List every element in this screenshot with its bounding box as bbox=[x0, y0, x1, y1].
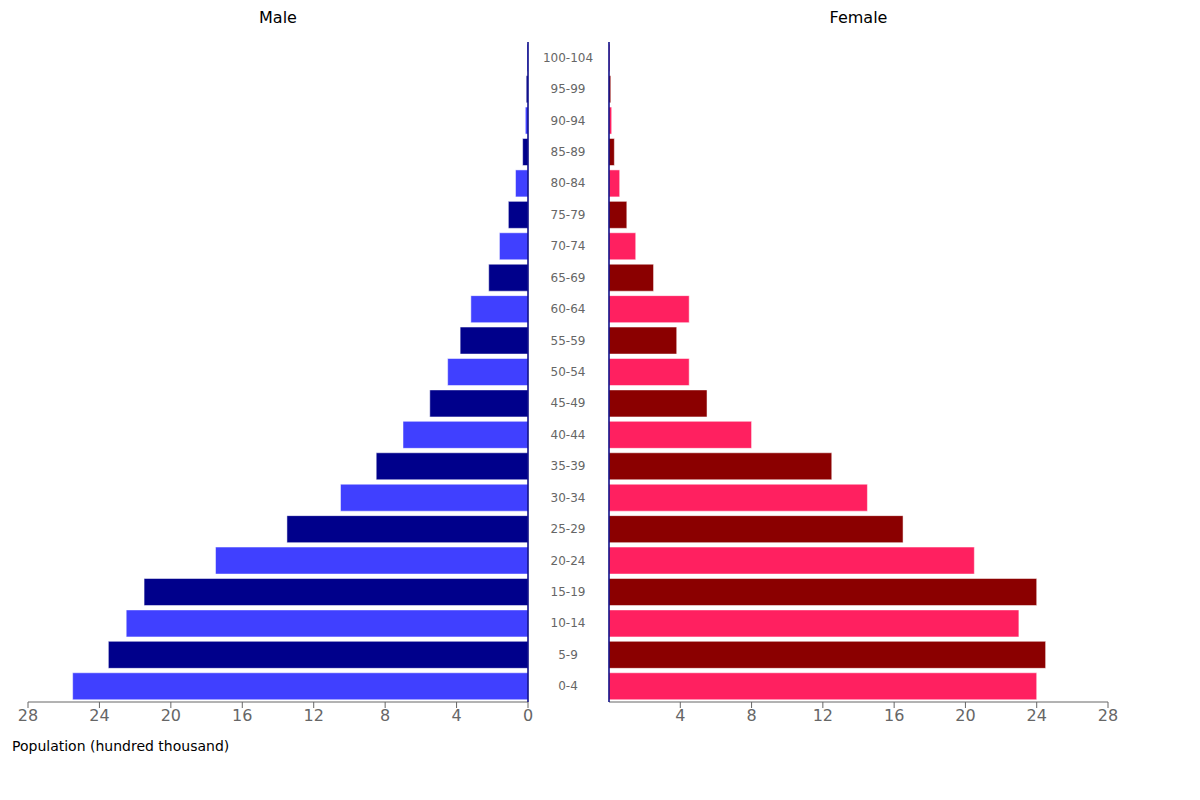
svg-text:24: 24 bbox=[1027, 706, 1047, 725]
svg-text:16: 16 bbox=[884, 706, 904, 725]
svg-text:0: 0 bbox=[523, 706, 533, 725]
svg-text:28: 28 bbox=[1098, 706, 1118, 725]
svg-text:25-29: 25-29 bbox=[551, 522, 586, 536]
svg-text:0-4: 0-4 bbox=[558, 679, 578, 693]
svg-text:10-14: 10-14 bbox=[551, 616, 586, 630]
svg-text:90-94: 90-94 bbox=[551, 114, 586, 128]
svg-text:35-39: 35-39 bbox=[551, 459, 586, 473]
svg-text:40-44: 40-44 bbox=[551, 428, 586, 442]
svg-text:65-69: 65-69 bbox=[551, 271, 586, 285]
svg-text:8: 8 bbox=[746, 706, 756, 725]
svg-text:20-24: 20-24 bbox=[551, 554, 586, 568]
svg-text:8: 8 bbox=[380, 706, 390, 725]
svg-text:4: 4 bbox=[675, 706, 685, 725]
svg-text:50-54: 50-54 bbox=[551, 365, 586, 379]
svg-text:15-19: 15-19 bbox=[551, 585, 586, 599]
svg-text:85-89: 85-89 bbox=[551, 145, 586, 159]
svg-text:16: 16 bbox=[232, 706, 252, 725]
svg-text:12: 12 bbox=[813, 706, 833, 725]
svg-text:80-84: 80-84 bbox=[551, 176, 586, 190]
html-text:Female: Female bbox=[829, 8, 888, 27]
svg-text:55-59: 55-59 bbox=[551, 334, 586, 348]
svg-text:100-104: 100-104 bbox=[543, 51, 593, 65]
svg-text:20: 20 bbox=[955, 706, 975, 725]
svg-text:45-49: 45-49 bbox=[551, 396, 586, 410]
svg-text:70-74: 70-74 bbox=[551, 239, 586, 253]
svg-text:28: 28 bbox=[18, 706, 38, 725]
svg-text:12: 12 bbox=[304, 706, 324, 725]
svg-text:4: 4 bbox=[451, 706, 461, 725]
svg-text:75-79: 75-79 bbox=[551, 208, 586, 222]
svg-text:95-99: 95-99 bbox=[551, 82, 586, 96]
html-text:Male: Male bbox=[259, 8, 297, 27]
html-text:Population (hundred thousand): Population (hundred thousand) bbox=[12, 738, 230, 754]
svg-text:24: 24 bbox=[89, 706, 109, 725]
svg-text:5-9: 5-9 bbox=[558, 648, 578, 662]
svg-text:60-64: 60-64 bbox=[551, 302, 586, 316]
svg-text:30-34: 30-34 bbox=[551, 491, 586, 505]
svg-text:20: 20 bbox=[161, 706, 181, 725]
